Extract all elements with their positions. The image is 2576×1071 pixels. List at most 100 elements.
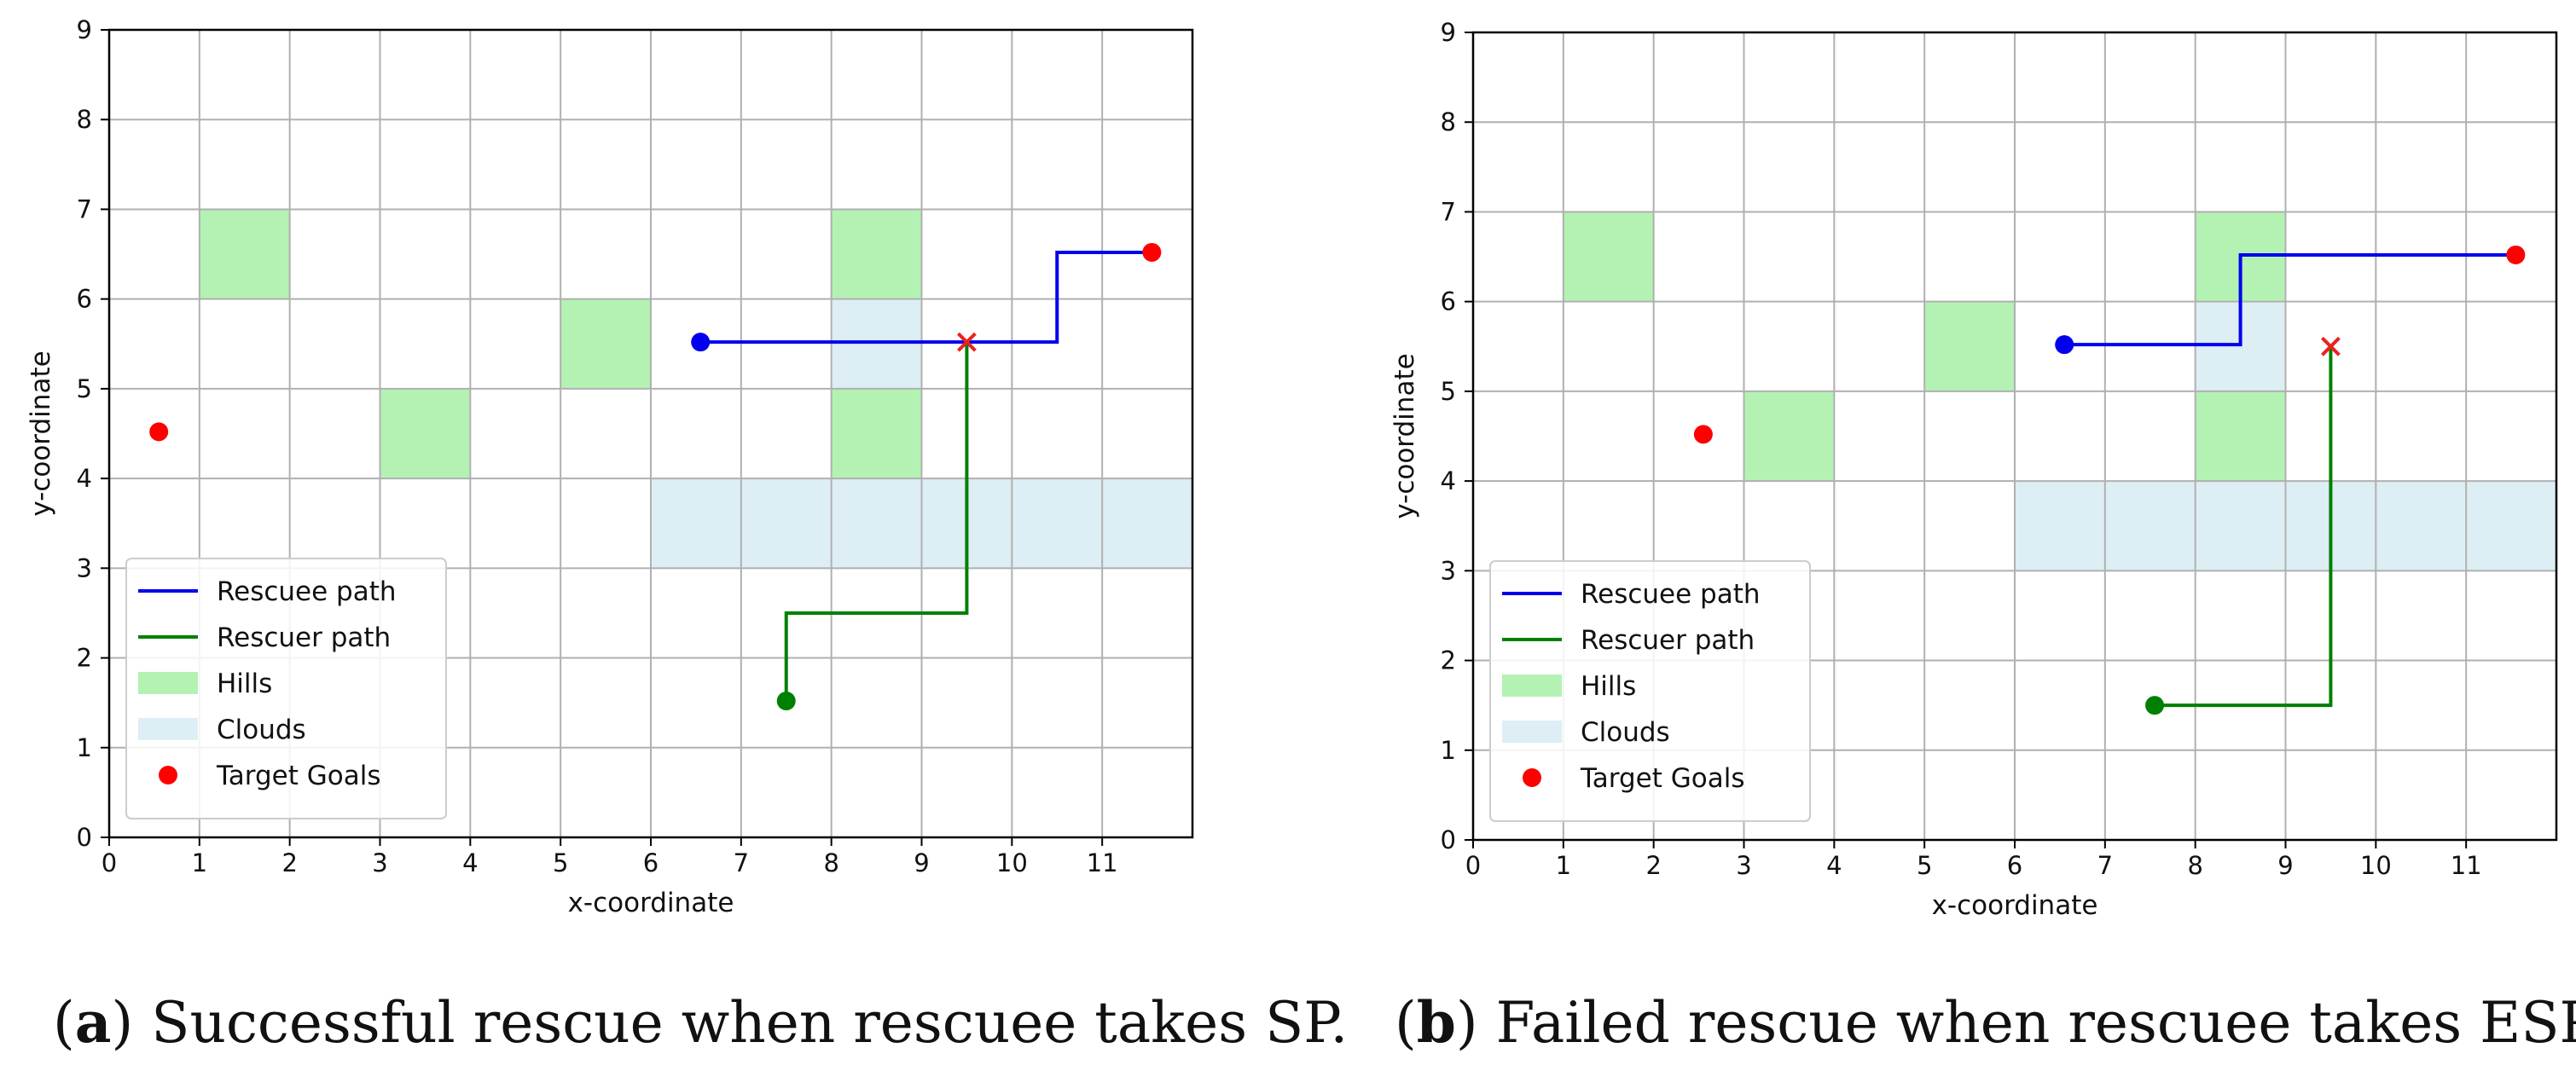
x-tick-label: 7 xyxy=(2097,851,2113,880)
y-tick-label: 0 xyxy=(77,823,92,852)
rescuer-path-line xyxy=(2155,346,2333,708)
legend-label: Hills xyxy=(1581,671,1636,702)
x-tick-label: 8 xyxy=(2187,851,2202,880)
x-tick-label: 8 xyxy=(823,848,838,877)
x-tick-label: 3 xyxy=(1736,851,1751,880)
x-tick-label: 1 xyxy=(1556,851,1571,880)
legend: Rescuee path Rescuer path Hills Clouds Targe… xyxy=(1489,560,1811,822)
x-axis-label: x-coordinate xyxy=(1932,890,2098,921)
x-tick-label: 5 xyxy=(553,848,568,877)
meeting-x-stroke xyxy=(957,332,977,352)
caption-text: ) Successful rescue when rescuee takes S… xyxy=(112,990,1349,1056)
legend-hills-swatch xyxy=(138,672,198,694)
x-tick-label: 11 xyxy=(1087,848,1118,877)
y-tick-label: 1 xyxy=(77,733,92,762)
legend-label: Target Goals xyxy=(1580,763,1745,794)
x-tick-label: 1 xyxy=(192,848,207,877)
y-tick-label: 9 xyxy=(77,15,92,44)
hill-cell xyxy=(2195,391,2286,482)
hill-cell xyxy=(831,388,922,479)
x-tick-label: 10 xyxy=(996,848,1028,877)
cloud-cell xyxy=(831,298,922,389)
legend-label: Rescuee path xyxy=(217,576,397,607)
target-goal-marker xyxy=(2506,245,2526,264)
panel-caption: (a) Successful rescue when rescuee takes… xyxy=(53,989,1348,1056)
hill-cell xyxy=(380,388,471,479)
legend-target-swatch xyxy=(1523,768,1541,787)
rescuer-path-line xyxy=(784,342,969,702)
hill-cell xyxy=(1924,301,2015,391)
caption-open-paren: ( xyxy=(1395,990,1417,1056)
legend-label: Rescuer path xyxy=(1581,625,1755,656)
x-tick-label: 4 xyxy=(1826,851,1842,880)
y-tick-label: 7 xyxy=(1441,197,1456,226)
y-tick-label: 2 xyxy=(1441,646,1456,675)
cloud-cell xyxy=(740,478,832,569)
rescuee-start-marker xyxy=(2055,335,2074,355)
caption-letter: a xyxy=(75,989,112,1056)
hill-cell xyxy=(1743,391,1835,482)
x-tick-label: 9 xyxy=(2277,851,2293,880)
cloud-cell xyxy=(2104,481,2196,571)
y-tick-label: 9 xyxy=(1441,18,1456,47)
caption-open-paren: ( xyxy=(53,990,75,1056)
x-tick-label: 2 xyxy=(1645,851,1661,880)
x-axis-label: x-coordinate xyxy=(568,888,734,918)
legend: Rescuee path Rescuer path Hills Clouds Targe… xyxy=(125,558,447,819)
y-axis-label: y-coordinate xyxy=(1390,353,1420,518)
cloud-cell xyxy=(651,478,741,569)
legend-label: Rescuee path xyxy=(1581,579,1761,610)
cloud-cell xyxy=(2015,481,2105,571)
hill-cell xyxy=(831,209,922,299)
x-tick-label: 0 xyxy=(1465,851,1481,880)
cloud-cell xyxy=(2466,481,2556,571)
legend-box xyxy=(125,558,447,819)
x-tick-label: 6 xyxy=(643,848,659,877)
x-tick-label: 3 xyxy=(372,848,387,877)
legend-label: Clouds xyxy=(1581,717,1670,748)
target-goal-marker xyxy=(1142,242,1162,262)
legend-label: Target Goals xyxy=(216,761,381,791)
x-tick-label: 5 xyxy=(1917,851,1932,880)
legend-target-swatch xyxy=(159,766,177,784)
legend-box xyxy=(1489,560,1811,822)
x-tick-label: 0 xyxy=(102,848,117,877)
cloud-cell xyxy=(1102,478,1192,569)
hill-cell xyxy=(1563,211,1654,302)
y-tick-label: 2 xyxy=(77,644,92,673)
cloud-cell xyxy=(2195,481,2286,571)
x-tick-label: 6 xyxy=(2007,851,2022,880)
cloud-cell xyxy=(2376,481,2467,571)
hill-cell xyxy=(199,209,290,299)
x-tick-label: 10 xyxy=(2360,851,2392,880)
legend-hills-swatch xyxy=(1502,674,1562,697)
y-tick-label: 3 xyxy=(77,553,92,582)
meeting-x-stroke xyxy=(2321,336,2341,356)
cloud-cell xyxy=(1012,478,1103,569)
y-tick-label: 5 xyxy=(1441,377,1456,406)
meeting-point-marker xyxy=(2321,336,2341,356)
target-goal-marker xyxy=(149,422,169,442)
rescuee-path-line xyxy=(700,250,1152,344)
panel-caption: (b) Failed rescue when rescuee takes ESP… xyxy=(1395,989,2576,1056)
rescuer-start-marker xyxy=(776,692,796,711)
x-tick-label: 11 xyxy=(2451,851,2482,880)
rescuer-start-marker xyxy=(2145,696,2165,715)
y-tick-label: 3 xyxy=(1441,556,1456,585)
legend-label: Hills xyxy=(217,669,272,699)
x-tick-label: 9 xyxy=(914,848,929,877)
x-tick-label: 7 xyxy=(734,848,749,877)
y-tick-label: 7 xyxy=(77,194,92,223)
legend-label: Rescuer path xyxy=(217,622,391,653)
caption-letter: b xyxy=(1417,989,1456,1056)
y-tick-label: 0 xyxy=(1441,825,1456,854)
hill-cell xyxy=(560,298,651,389)
y-tick-label: 8 xyxy=(1441,107,1456,136)
x-tick-label: 4 xyxy=(462,848,478,877)
cloud-cell xyxy=(831,478,922,569)
meeting-point-marker xyxy=(957,332,977,352)
rescuee-start-marker xyxy=(691,333,711,352)
y-tick-label: 4 xyxy=(77,464,92,493)
chart-panel-a: 0 1 2 3 4 5 6 7 8 9 10 11 0 1 2 3 4 5 6 7 8 9 x-coordinate y-co… xyxy=(26,15,1348,1056)
